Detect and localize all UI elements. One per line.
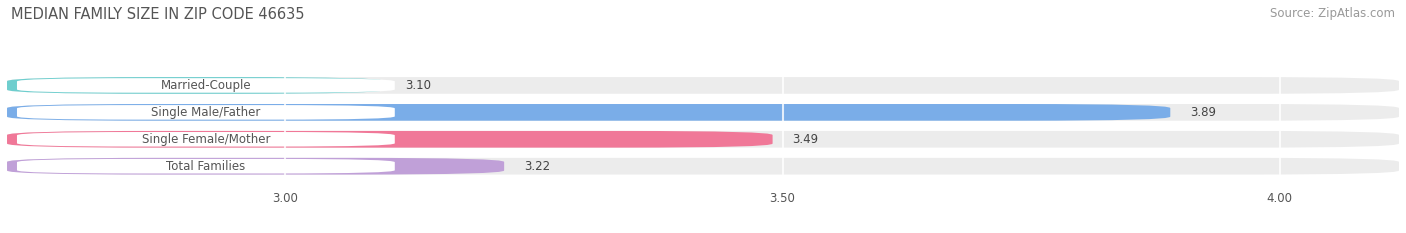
- FancyBboxPatch shape: [7, 158, 1399, 175]
- Text: Total Families: Total Families: [166, 160, 246, 173]
- Text: Married-Couple: Married-Couple: [160, 79, 252, 92]
- Text: Source: ZipAtlas.com: Source: ZipAtlas.com: [1270, 7, 1395, 20]
- FancyBboxPatch shape: [17, 78, 395, 93]
- Text: 3.49: 3.49: [793, 133, 818, 146]
- FancyBboxPatch shape: [7, 104, 1399, 121]
- Text: Single Female/Mother: Single Female/Mother: [142, 133, 270, 146]
- Text: 3.22: 3.22: [524, 160, 550, 173]
- FancyBboxPatch shape: [7, 104, 1170, 121]
- FancyBboxPatch shape: [7, 77, 1399, 94]
- Text: 3.10: 3.10: [405, 79, 430, 92]
- Text: Single Male/Father: Single Male/Father: [152, 106, 260, 119]
- FancyBboxPatch shape: [7, 77, 385, 94]
- FancyBboxPatch shape: [17, 159, 395, 174]
- FancyBboxPatch shape: [17, 132, 395, 147]
- Text: MEDIAN FAMILY SIZE IN ZIP CODE 46635: MEDIAN FAMILY SIZE IN ZIP CODE 46635: [11, 7, 305, 22]
- Text: 3.89: 3.89: [1191, 106, 1216, 119]
- FancyBboxPatch shape: [17, 105, 395, 120]
- FancyBboxPatch shape: [7, 131, 1399, 148]
- FancyBboxPatch shape: [7, 158, 505, 175]
- FancyBboxPatch shape: [7, 131, 773, 148]
